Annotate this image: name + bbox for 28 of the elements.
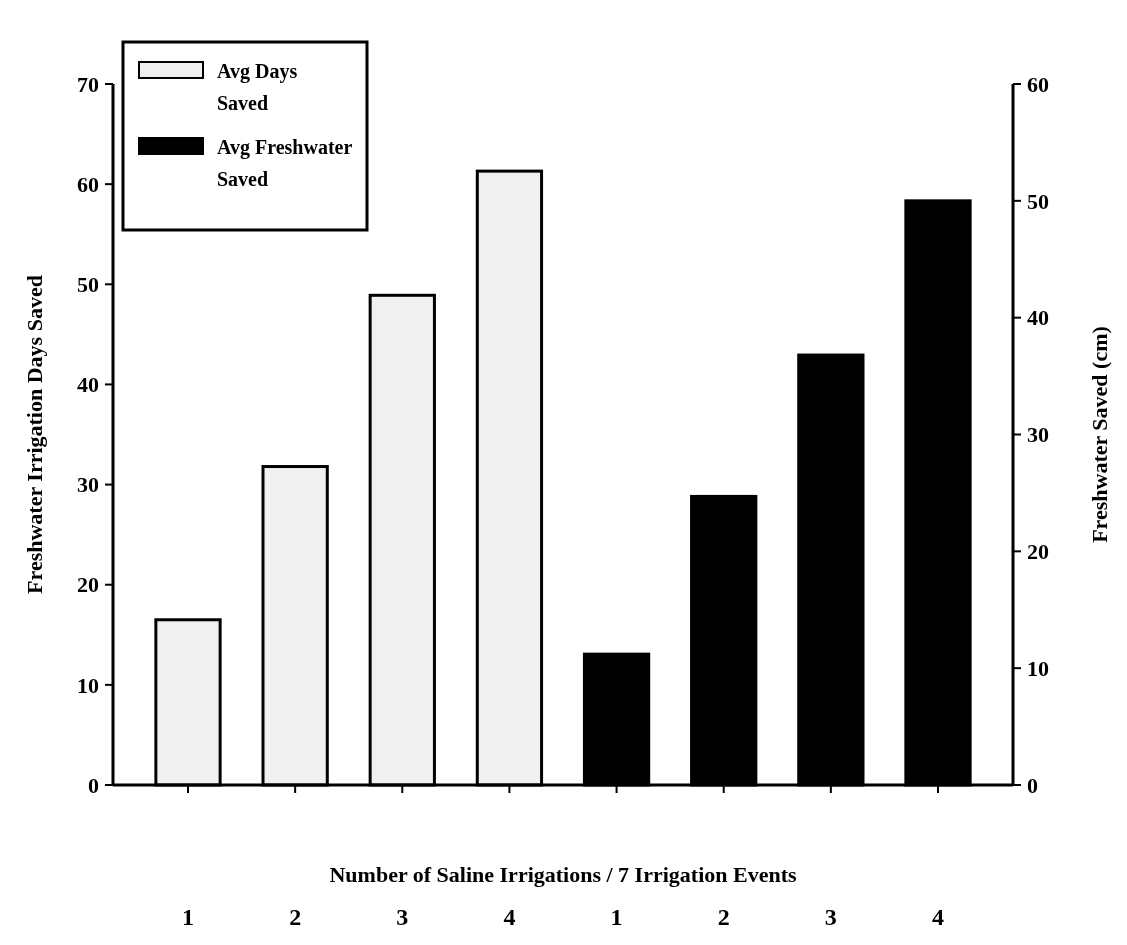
y2-tick-label: 10 — [1027, 655, 1049, 681]
y-tick-label: 40 — [77, 372, 99, 398]
x-tick-label: 3 — [396, 904, 409, 930]
y-tick-label: 0 — [88, 772, 99, 798]
x-tick-label: 2 — [289, 904, 302, 930]
y2-tick-label: 40 — [1027, 305, 1049, 331]
y2-tick-label: 30 — [1027, 422, 1049, 448]
y-tick-label: 30 — [77, 472, 99, 498]
y2-tick-label: 0 — [1027, 772, 1038, 798]
y-tick-label: 70 — [77, 71, 99, 97]
y2-tick-label: 50 — [1027, 188, 1049, 214]
x-tick-label: 4 — [503, 904, 516, 930]
x-tick-label: 2 — [717, 904, 730, 930]
y-tick-label: 60 — [77, 171, 99, 197]
y-tick-label: 50 — [77, 271, 99, 297]
x-tick-label: 4 — [932, 904, 944, 930]
y2-tick-label: 60 — [1027, 71, 1049, 97]
y2-tick-label: 20 — [1027, 539, 1049, 565]
legend-label: Avg Days Saved — [217, 60, 298, 114]
legend-label: Avg Freshwater Saved — [217, 136, 353, 190]
y2-axis-title: Freshwater Saved (cm) — [1087, 326, 1112, 543]
y-tick-label: 10 — [77, 672, 99, 698]
x-tick-label: 3 — [824, 904, 837, 930]
y-tick-label: 20 — [77, 572, 99, 598]
x-axis-title: Number of Saline Irrigations / 7 Irrigation Events — [329, 862, 797, 887]
x-tick-label: 1 — [182, 904, 194, 930]
y-axis-title: Freshwater Irrigation Days Saved — [22, 275, 47, 594]
x-tick-label: 1 — [610, 904, 623, 930]
